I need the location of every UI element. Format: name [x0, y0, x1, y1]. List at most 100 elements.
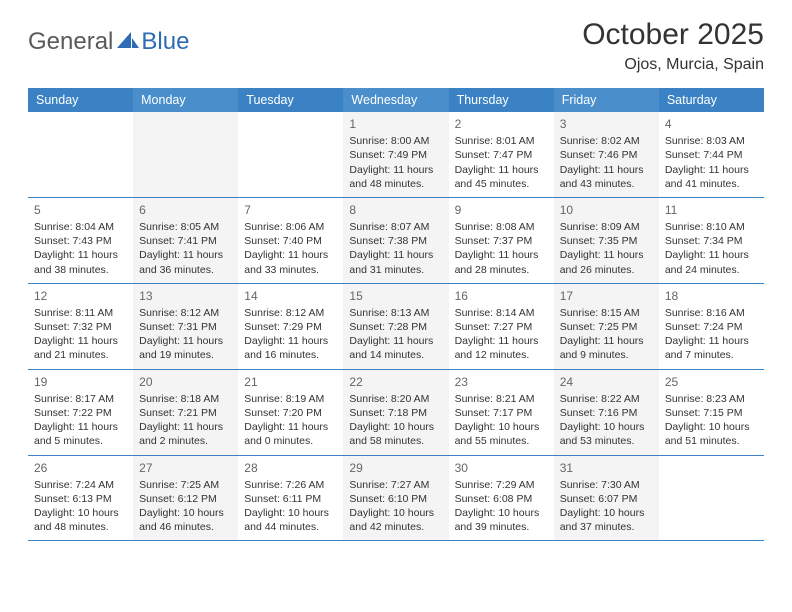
- calendar-day-cell: 20Sunrise: 8:18 AMSunset: 7:21 PMDayligh…: [133, 370, 238, 455]
- daylight-line: Daylight: 10 hours and 46 minutes.: [139, 506, 232, 534]
- sunrise-line: Sunrise: 8:22 AM: [560, 392, 653, 406]
- day-number: 22: [349, 374, 442, 390]
- calendar-day-cell: [238, 112, 343, 197]
- sunrise-line: Sunrise: 8:14 AM: [455, 306, 548, 320]
- calendar-day-cell: 26Sunrise: 7:24 AMSunset: 6:13 PMDayligh…: [28, 456, 133, 541]
- daylight-line: Daylight: 11 hours and 0 minutes.: [244, 420, 337, 448]
- logo: General Blue: [28, 18, 189, 56]
- sunrise-line: Sunrise: 8:01 AM: [455, 134, 548, 148]
- sunrise-line: Sunrise: 8:08 AM: [455, 220, 548, 234]
- calendar-day-cell: [133, 112, 238, 197]
- daylight-line: Daylight: 10 hours and 37 minutes.: [560, 506, 653, 534]
- daylight-line: Daylight: 11 hours and 16 minutes.: [244, 334, 337, 362]
- weekday-header: Thursday: [449, 88, 554, 112]
- day-number: 8: [349, 202, 442, 218]
- sunrise-line: Sunrise: 7:27 AM: [349, 478, 442, 492]
- calendar-day-cell: [28, 112, 133, 197]
- sunset-line: Sunset: 7:27 PM: [455, 320, 548, 334]
- calendar-week-row: 26Sunrise: 7:24 AMSunset: 6:13 PMDayligh…: [28, 456, 764, 542]
- weekday-header: Wednesday: [343, 88, 448, 112]
- calendar-day-cell: 24Sunrise: 8:22 AMSunset: 7:16 PMDayligh…: [554, 370, 659, 455]
- calendar-day-cell: 15Sunrise: 8:13 AMSunset: 7:28 PMDayligh…: [343, 284, 448, 369]
- calendar-day-cell: 18Sunrise: 8:16 AMSunset: 7:24 PMDayligh…: [659, 284, 764, 369]
- day-number: 21: [244, 374, 337, 390]
- daylight-line: Daylight: 11 hours and 36 minutes.: [139, 248, 232, 276]
- sunset-line: Sunset: 7:31 PM: [139, 320, 232, 334]
- sunset-line: Sunset: 7:38 PM: [349, 234, 442, 248]
- sunrise-line: Sunrise: 8:00 AM: [349, 134, 442, 148]
- calendar-day-cell: 2Sunrise: 8:01 AMSunset: 7:47 PMDaylight…: [449, 112, 554, 197]
- sunrise-line: Sunrise: 8:23 AM: [665, 392, 758, 406]
- calendar-day-cell: 29 Sunrise: 7:27 AMSunset: 6:10 PMDayligh…: [343, 456, 448, 541]
- sunset-line: Sunset: 7:41 PM: [139, 234, 232, 248]
- day-number: 18: [665, 288, 758, 304]
- calendar-day-cell: 8Sunrise: 8:07 AMSunset: 7:38 PMDaylight…: [343, 198, 448, 283]
- daylight-line: Daylight: 11 hours and 9 minutes.: [560, 334, 653, 362]
- sunset-line: Sunset: 7:15 PM: [665, 406, 758, 420]
- calendar-week-row: 12Sunrise: 8:11 AMSunset: 7:32 PMDayligh…: [28, 284, 764, 370]
- sunrise-line: Sunrise: 8:04 AM: [34, 220, 127, 234]
- daylight-line: Daylight: 11 hours and 28 minutes.: [455, 248, 548, 276]
- sunrise-line: Sunrise: 7:25 AM: [139, 478, 232, 492]
- day-number: 2: [455, 116, 548, 132]
- sunset-line: Sunset: 6:07 PM: [560, 492, 653, 506]
- day-number: 25: [665, 374, 758, 390]
- sunrise-line: Sunrise: 7:26 AM: [244, 478, 337, 492]
- sunset-line: Sunset: 6:13 PM: [34, 492, 127, 506]
- day-number: 3: [560, 116, 653, 132]
- sunset-line: Sunset: 7:37 PM: [455, 234, 548, 248]
- sunrise-line: Sunrise: 8:06 AM: [244, 220, 337, 234]
- calendar-day-cell: 9Sunrise: 8:08 AMSunset: 7:37 PMDaylight…: [449, 198, 554, 283]
- day-number: 14: [244, 288, 337, 304]
- calendar-day-cell: 30Sunrise: 7:29 AMSunset: 6:08 PMDayligh…: [449, 456, 554, 541]
- daylight-line: Daylight: 11 hours and 5 minutes.: [34, 420, 127, 448]
- day-number: 12: [34, 288, 127, 304]
- daylight-line: Daylight: 10 hours and 55 minutes.: [455, 420, 548, 448]
- calendar-day-cell: 23Sunrise: 8:21 AMSunset: 7:17 PMDayligh…: [449, 370, 554, 455]
- sunrise-line: Sunrise: 8:13 AM: [349, 306, 442, 320]
- daylight-line: Daylight: 11 hours and 45 minutes.: [455, 163, 548, 191]
- sunset-line: Sunset: 7:18 PM: [349, 406, 442, 420]
- daylight-line: Daylight: 11 hours and 26 minutes.: [560, 248, 653, 276]
- sunset-line: Sunset: 7:24 PM: [665, 320, 758, 334]
- sunrise-line: Sunrise: 8:15 AM: [560, 306, 653, 320]
- sunset-line: Sunset: 7:49 PM: [349, 148, 442, 162]
- calendar-day-cell: 19Sunrise: 8:17 AMSunset: 7:22 PMDayligh…: [28, 370, 133, 455]
- sunrise-line: Sunrise: 7:24 AM: [34, 478, 127, 492]
- calendar-day-cell: 11Sunrise: 8:10 AMSunset: 7:34 PMDayligh…: [659, 198, 764, 283]
- day-number: 16: [455, 288, 548, 304]
- sunrise-line: Sunrise: 8:10 AM: [665, 220, 758, 234]
- logo-text-blue: Blue: [141, 28, 189, 56]
- day-number: 28: [244, 460, 337, 476]
- day-number: 31: [560, 460, 653, 476]
- sunset-line: Sunset: 7:17 PM: [455, 406, 548, 420]
- sunrise-line: Sunrise: 8:17 AM: [34, 392, 127, 406]
- sunset-line: Sunset: 7:21 PM: [139, 406, 232, 420]
- sunset-line: Sunset: 7:40 PM: [244, 234, 337, 248]
- calendar-day-cell: 16Sunrise: 8:14 AMSunset: 7:27 PMDayligh…: [449, 284, 554, 369]
- calendar-week-row: 1 Sunrise: 8:00 AMSunset: 7:49 PM Daylight…: [28, 112, 764, 198]
- sunset-line: Sunset: 7:22 PM: [34, 406, 127, 420]
- daylight-line: Daylight: 10 hours and 58 minutes.: [349, 420, 442, 448]
- daylight-line: Daylight: 11 hours and 19 minutes.: [139, 334, 232, 362]
- sunrise-line: Sunrise: 8:02 AM: [560, 134, 653, 148]
- sunrise-line: Sunrise: 8:03 AM: [665, 134, 758, 148]
- sunrise-line: Sunrise: 8:21 AM: [455, 392, 548, 406]
- day-number: 1: [349, 116, 442, 132]
- sunrise-line: Sunrise: 8:12 AM: [244, 306, 337, 320]
- day-number: 29: [349, 460, 442, 476]
- sunset-line: Sunset: 6:10 PM: [349, 492, 442, 506]
- sunrise-line: Sunrise: 8:18 AM: [139, 392, 232, 406]
- weekday-header: Tuesday: [238, 88, 343, 112]
- calendar-day-cell: 5Sunrise: 8:04 AMSunset: 7:43 PMDaylight…: [28, 198, 133, 283]
- calendar-day-cell: 27Sunrise: 7:25 AMSunset: 6:12 PMDayligh…: [133, 456, 238, 541]
- daylight-line: Daylight: 10 hours and 44 minutes.: [244, 506, 337, 534]
- calendar-week-row: 19Sunrise: 8:17 AMSunset: 7:22 PMDayligh…: [28, 370, 764, 456]
- sunset-line: Sunset: 7:20 PM: [244, 406, 337, 420]
- sunrise-line: Sunrise: 8:19 AM: [244, 392, 337, 406]
- daylight-line: Daylight: 11 hours and 7 minutes.: [665, 334, 758, 362]
- calendar-day-cell: 1Sunrise: 8:00 AMSunset: 7:49 PMDaylight…: [343, 112, 448, 197]
- daylight-line: Daylight: 10 hours and 42 minutes.: [349, 506, 442, 534]
- logo-sail-icon: [117, 30, 139, 55]
- sunrise-line: Sunrise: 8:09 AM: [560, 220, 653, 234]
